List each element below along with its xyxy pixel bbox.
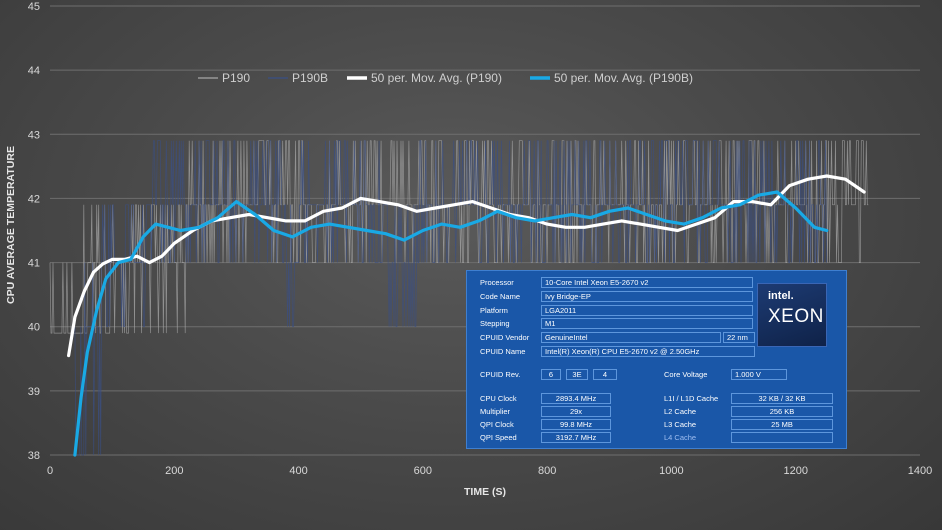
vendor-value: GenuineIntel <box>541 332 721 343</box>
legend-label: 50 per. Mov. Avg. (P190B) <box>554 71 693 85</box>
y-tick-label: 45 <box>28 1 40 13</box>
moving-average-line <box>67 174 866 358</box>
y-tick-label: 43 <box>28 129 40 141</box>
l4-cache-label: L4 Cache <box>664 433 697 442</box>
legend-label: P190B <box>292 71 328 85</box>
qpi-clock-label: QPI Clock <box>480 420 514 429</box>
l1-cache-value: 32 KB / 32 KB <box>731 393 833 404</box>
process-value: 22 nm <box>723 332 755 343</box>
codename-value: Ivy Bridge-EP <box>541 291 753 302</box>
x-axis-ticks: 0 200 400 600 800 1000 1200 1400 <box>47 465 932 477</box>
qpi-speed-value: 3192.7 MHz <box>541 432 611 443</box>
logo-product: XEON <box>768 306 824 327</box>
cpu-clock-label: CPU Clock <box>480 394 517 403</box>
cpuid-model-value: 3E <box>566 369 588 380</box>
intel-xeon-logo: intel. XEON <box>757 283 827 347</box>
y-tick-label: 41 <box>28 258 40 270</box>
y-tick-label: 38 <box>28 450 40 462</box>
platform-value: LGA2011 <box>541 305 753 316</box>
stepping-label: Stepping <box>480 319 510 328</box>
cpuid-family-value: 6 <box>541 369 561 380</box>
codename-label: Code Name <box>480 292 521 301</box>
l4-cache-value <box>731 432 833 443</box>
l3-cache-value: 25 MB <box>731 419 833 430</box>
cpuid-rev-label: CPUID Rev. <box>480 370 521 379</box>
voltage-value: 1.000 V <box>731 369 787 380</box>
legend-label: P190 <box>222 71 250 85</box>
cpuid-name-label: CPUID Name <box>480 347 526 356</box>
x-axis-label: TIME (S) <box>464 486 506 498</box>
y-tick-label: 42 <box>28 193 40 205</box>
multiplier-label: Multiplier <box>480 407 511 416</box>
moving-average-layer <box>67 174 866 457</box>
cpu-clock-value: 2893.4 MHz <box>541 393 611 404</box>
processor-value: 10-Core Intel Xeon E5-2670 v2 <box>541 277 753 288</box>
moving-average-line <box>73 190 829 457</box>
x-tick-label: 800 <box>538 465 556 477</box>
l3-cache-label: L3 Cache <box>664 420 697 429</box>
voltage-label: Core Voltage <box>664 370 708 379</box>
y-tick-label: 39 <box>28 386 40 398</box>
l1-cache-label: L1I / L1D Cache <box>664 394 719 403</box>
x-tick-label: 1400 <box>908 465 932 477</box>
x-tick-label: 0 <box>47 465 53 477</box>
l2-cache-value: 256 KB <box>731 406 833 417</box>
y-axis-ticks: 38 39 40 41 42 43 44 45 <box>28 1 40 462</box>
x-tick-label: 1200 <box>783 465 807 477</box>
x-tick-label: 600 <box>414 465 432 477</box>
cpuid-name-value: Intel(R) Xeon(R) CPU E5-2670 v2 @ 2.50GH… <box>541 346 755 357</box>
chart-legend: P190 P190B 50 per. Mov. Avg. (P190) 50 per.… <box>198 71 693 85</box>
x-tick-label: 200 <box>165 465 183 477</box>
cpuid-stepping-value: 4 <box>593 369 617 380</box>
legend-label: 50 per. Mov. Avg. (P190) <box>371 71 502 85</box>
l2-cache-label: L2 Cache <box>664 407 697 416</box>
processor-label: Processor <box>480 278 514 287</box>
qpi-speed-label: QPI Speed <box>480 433 517 442</box>
y-tick-label: 40 <box>28 322 40 334</box>
logo-brand: intel. <box>768 290 794 302</box>
x-tick-label: 1000 <box>659 465 683 477</box>
vendor-label: CPUID Vendor <box>480 333 530 342</box>
platform-label: Platform <box>480 306 508 315</box>
stepping-value: M1 <box>541 318 753 329</box>
qpi-clock-value: 99.8 MHz <box>541 419 611 430</box>
y-axis-label: CPU AVERAGE TEMPERATURE <box>5 146 17 304</box>
multiplier-value: 29x <box>541 406 611 417</box>
x-tick-label: 400 <box>289 465 307 477</box>
cpuz-info-panel: Processor 10-Core Intel Xeon E5-2670 v2 … <box>466 270 847 449</box>
y-tick-label: 44 <box>28 65 40 77</box>
